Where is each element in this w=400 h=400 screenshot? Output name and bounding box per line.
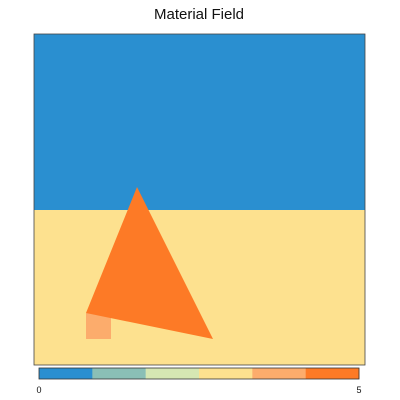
colorbar-tick-max: 5	[356, 385, 361, 395]
colorbar-segment	[92, 368, 146, 379]
plot-area	[33, 33, 366, 366]
plot-frame	[33, 33, 366, 366]
region-triangle-inclusion	[86, 187, 213, 339]
colorbar-frame	[38, 367, 360, 380]
colorbar-segment	[39, 368, 93, 379]
colorbar-segment	[145, 368, 200, 379]
region-lower-layer	[34, 210, 365, 365]
chart-title: Material Field	[154, 6, 244, 23]
colorbar-segment	[252, 368, 306, 379]
colorbar-segment	[199, 368, 253, 379]
region-upper-layer	[34, 34, 365, 210]
region-small-block	[86, 313, 111, 339]
colorbar	[39, 368, 360, 379]
colorbar-segment	[305, 368, 360, 379]
colorbar-tick-min: 0	[36, 385, 41, 395]
